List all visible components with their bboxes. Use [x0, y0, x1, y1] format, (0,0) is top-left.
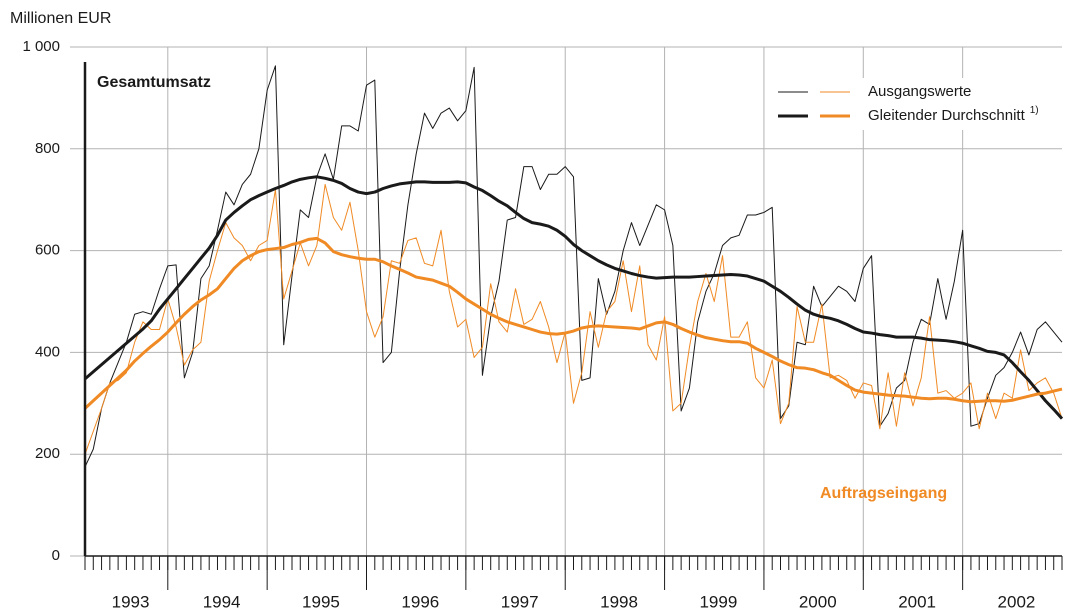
y-tick-label: 800 — [35, 140, 60, 157]
x-tick-label: 2001 — [898, 592, 936, 611]
x-tick-label: 1997 — [501, 592, 539, 611]
grid — [70, 46, 1063, 590]
series-label: Auftragseingang — [820, 485, 947, 502]
series-label: Gesamtumsatz — [97, 74, 211, 91]
x-tick-label: 1993 — [112, 592, 150, 611]
y-tick-label: 200 — [35, 445, 60, 462]
x-tick-label: 1999 — [699, 592, 737, 611]
x-tick-label: 2000 — [799, 592, 837, 611]
legend-note: 1) — [1030, 105, 1039, 116]
legend-label: Gleitender Durchschnitt 1) — [868, 105, 1039, 124]
legend-label-text: Gleitender Durchschnitt — [868, 107, 1026, 124]
plot — [83, 65, 1064, 468]
average-line — [84, 175, 1064, 420]
y-axis-label: Millionen EUR — [10, 10, 111, 27]
y-tick-label: 600 — [35, 242, 60, 259]
legend-label: Ausgangswerte — [868, 83, 971, 100]
legend-background — [770, 78, 1070, 130]
y-tick-label: 400 — [35, 343, 60, 360]
y-tick-label: 1 000 — [22, 38, 60, 55]
raw-line — [84, 183, 1063, 455]
y-tick-label: 0 — [52, 547, 60, 564]
x-tick-label: 1998 — [600, 592, 638, 611]
x-tick-label: 2002 — [998, 592, 1036, 611]
x-tick-label: 1994 — [203, 592, 241, 611]
raw-line — [84, 65, 1063, 468]
x-tick-label: 1996 — [401, 592, 439, 611]
x-tick-label: 1995 — [302, 592, 340, 611]
average-line — [83, 236, 1063, 410]
